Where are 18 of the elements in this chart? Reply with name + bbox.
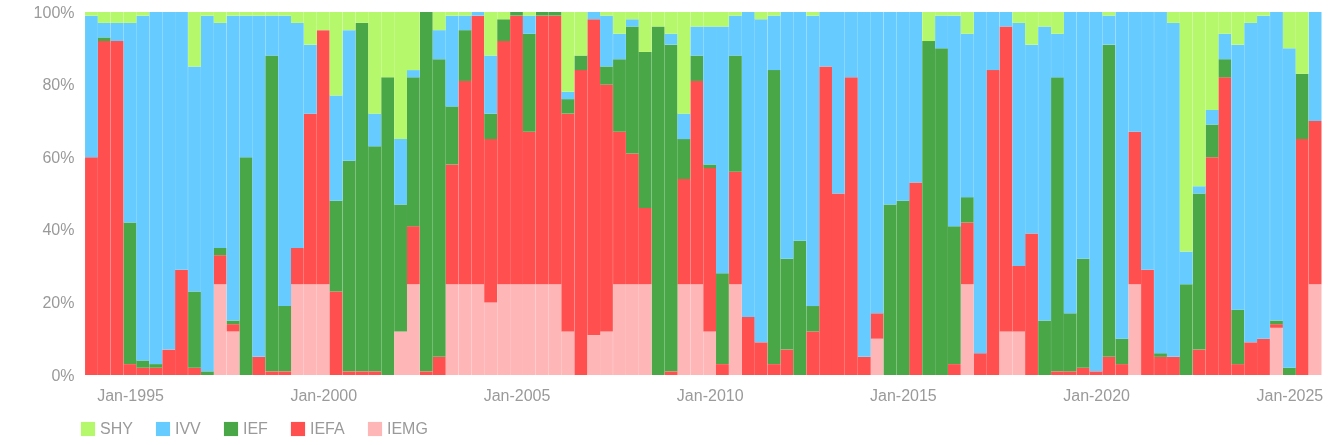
- y-tick-label: 40%: [42, 221, 75, 239]
- y-tick-label: 0%: [51, 366, 75, 384]
- y-tick-label: 20%: [42, 293, 75, 311]
- y-tick-label: 60%: [42, 148, 75, 166]
- y-tick-label: 100%: [33, 3, 75, 21]
- legend-label: SHY: [100, 420, 134, 437]
- y-tick-label: 80%: [42, 76, 75, 94]
- x-tick-label: Jan-2025: [1256, 386, 1324, 404]
- legend-label: IEFA: [310, 420, 346, 437]
- legend-label: IEF: [243, 420, 269, 437]
- x-tick-label: Jan-2015: [870, 386, 937, 404]
- x-tick-label: Jan-2020: [1063, 386, 1131, 404]
- x-tick-label: Jan-2000: [290, 386, 358, 404]
- legend-label: IEMG: [387, 420, 428, 437]
- x-tick-label: Jan-1995: [97, 386, 165, 404]
- legend-label: IVV: [175, 420, 202, 437]
- x-tick-label: Jan-2010: [676, 386, 744, 404]
- x-tick-label: Jan-2005: [483, 386, 551, 404]
